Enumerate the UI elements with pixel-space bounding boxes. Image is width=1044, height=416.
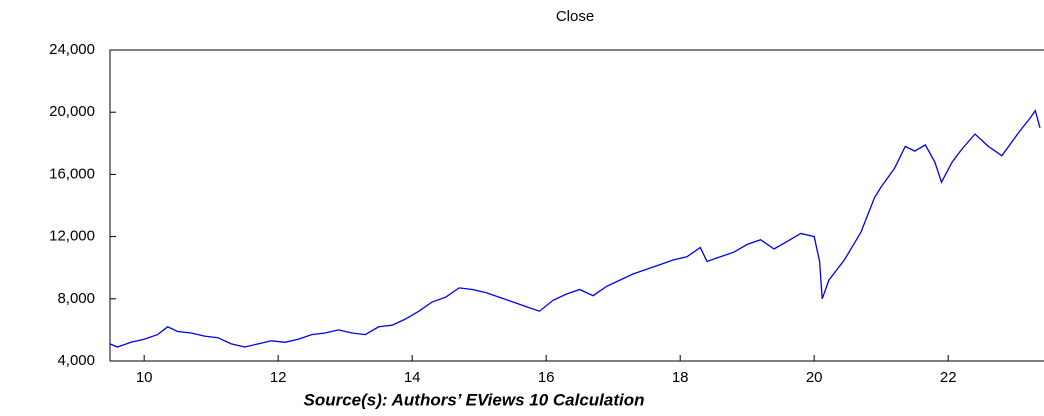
plot-frame: [109, 49, 1044, 362]
x-tick-label: 16: [538, 369, 555, 386]
y-tick-label: 24,000: [49, 41, 95, 58]
y-tick-label: 20,000: [49, 103, 95, 120]
x-tick-label: 14: [404, 369, 421, 386]
x-tick-label: 20: [806, 369, 823, 386]
y-tick-label: 16,000: [49, 165, 95, 182]
source-note: Source(s): Authors’ EViews 10 Calculatio…: [303, 390, 644, 409]
x-tick-label: 18: [672, 369, 689, 386]
y-tick-label: 8,000: [57, 290, 95, 307]
chart-subtitle: Close: [556, 8, 594, 25]
y-tick-label: 4,000: [57, 352, 95, 369]
x-tick-label: 10: [136, 369, 153, 386]
y-tick-label: 12,000: [49, 228, 95, 245]
line-series: [109, 109, 1041, 348]
x-tick-label: 22: [940, 369, 957, 386]
x-tick-label: 12: [270, 369, 287, 386]
